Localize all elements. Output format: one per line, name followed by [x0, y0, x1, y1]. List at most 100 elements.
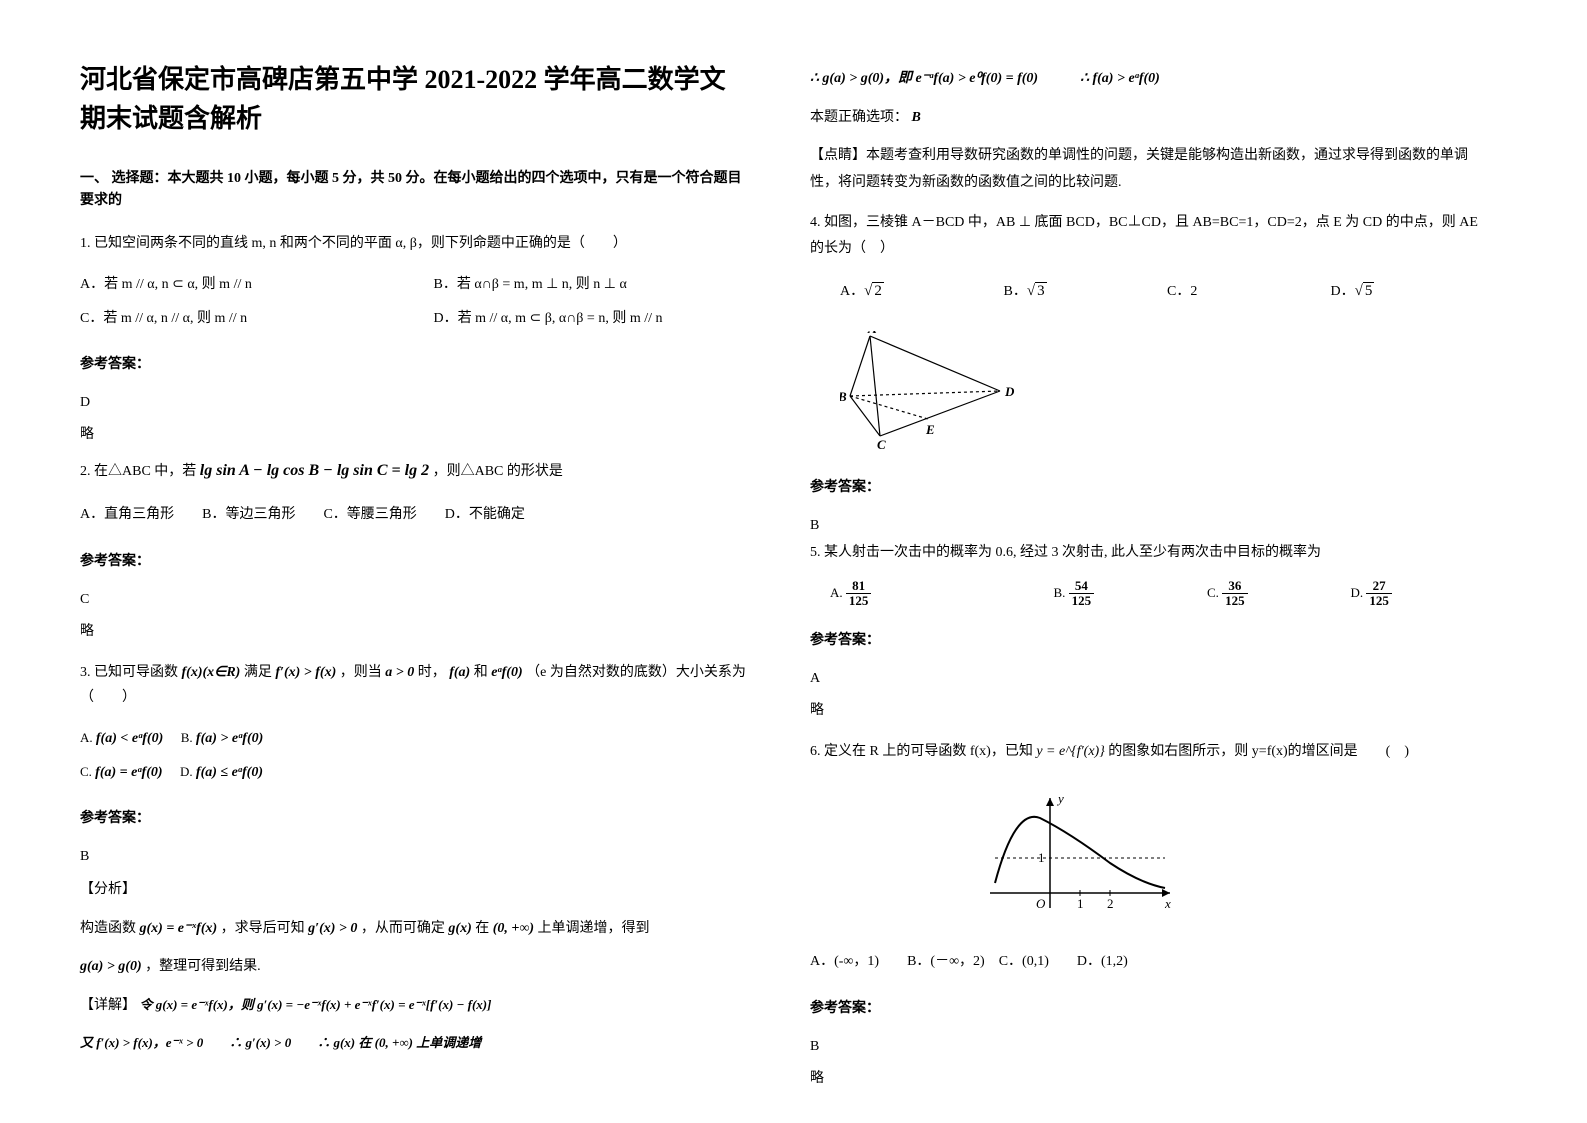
q6-explain: 略	[810, 1067, 1480, 1087]
q5-opt-c: C. 36125	[1207, 577, 1307, 611]
q3-e1-s: 上单调递增，得到	[538, 921, 650, 936]
q4-d-val: 5	[1363, 282, 1375, 299]
q1-ans: D	[80, 395, 750, 411]
q3-detail: 【详解】 令 g(x) = e⁻ˣf(x)，则 g′(x) = −e⁻ˣf(x)…	[80, 993, 750, 1020]
q2-suffix: ，则△ABC 的形状是	[433, 464, 563, 479]
q5-a-den: 125	[846, 594, 872, 608]
q1-opt-a: A．若 m // α, n ⊂ α, 则 m // n	[80, 268, 390, 302]
q3-right2: 本题正确选项： B	[810, 105, 1480, 132]
q4-stem: 4. 如图，三棱锥 A－BCD 中，AB ⊥ 底面 BCD，BC⊥CD，且 AB…	[810, 210, 1480, 260]
q6-math: y = e^{f′(x)}	[1036, 744, 1104, 759]
q5-explain: 略	[810, 699, 1480, 719]
q3-p4: 时，	[418, 665, 446, 680]
q1-ans-label: 参考答案：	[80, 353, 750, 373]
q3-p1: 3. 已知可导函数	[80, 665, 182, 680]
q3-e1-m2: ，从而可确定	[361, 921, 449, 936]
q5-d-den: 125	[1366, 594, 1392, 608]
q3-p3: ，则当	[340, 665, 386, 680]
q4-opt-d: D．√5	[1331, 273, 1375, 309]
q3-ans: B	[80, 849, 750, 865]
q3-m2: f′(x) > f(x)	[275, 665, 336, 680]
q2-math: lg sin A − lg cos B − lg sin C = lg 2	[200, 462, 429, 479]
q3-e1-p1: 构造函数	[80, 921, 140, 936]
q3-right1: ∴ g(a) > g(0)，即 e⁻ᵃf(a) > e⁰f(0) = f(0) …	[810, 66, 1480, 93]
svg-text:D: D	[1004, 384, 1015, 399]
q3-point-text: 本题考查利用导数研究函数的单调性的问题，关键是能够构造出新函数，通过求导得到函数…	[810, 148, 1468, 190]
q2-prefix: 2. 在△ABC 中，若	[80, 464, 200, 479]
q3-ans-label: 参考答案：	[80, 807, 750, 827]
q1-opt-c: C．若 m // α, n // α, 则 m // n	[80, 302, 390, 336]
q4-c-val: 2	[1190, 284, 1197, 299]
q3-opt-a: f(a) < eᵃf(0)	[96, 731, 163, 746]
q3-m5: eᵃf(0)	[491, 665, 522, 680]
q4-opt-a: A．√2	[840, 273, 960, 309]
q3-r2-a: B	[912, 110, 921, 125]
q4-options: A．√2 B．√3 C．2 D．√5	[810, 273, 1480, 309]
svg-text:y: y	[1056, 791, 1064, 806]
q6-figure: 1 2 1 Ox y	[980, 788, 1480, 933]
q3-detail1: 令 g(x) = e⁻ˣf(x)，则 g′(x) = −e⁻ˣf(x) + e⁻…	[140, 997, 492, 1012]
q6-stem: 6. 定义在 R 上的可导函数 f(x)，已知 y = e^{f′(x)} 的图…	[810, 739, 1480, 764]
left-column: 河北省保定市高碑店第五中学 2021-2022 学年高二数学文期末试题含解析 一…	[80, 60, 750, 1093]
q6-options: A．(-∞，1) B．(－∞，2) C．(0,1) D．(1,2)	[810, 945, 1480, 979]
q5-stem: 5. 某人射击一次击中的概率为 0.6, 经过 3 次射击, 此人至少有两次击中…	[810, 540, 1480, 565]
q1-text: 1. 已知空间两条不同的直线 m, n 和两个不同的平面 α, β，则下列命题中…	[80, 236, 627, 251]
q4-ans: B	[810, 518, 1480, 534]
q5-d-num: 27	[1366, 579, 1392, 594]
q3-e1-f1: g(x) = e⁻ˣf(x)	[140, 921, 218, 936]
q4-b-val: 3	[1035, 282, 1047, 299]
q4-opt-b: B．√3	[1004, 273, 1124, 309]
doc-title: 河北省保定市高碑店第五中学 2021-2022 学年高二数学文期末试题含解析	[80, 60, 750, 138]
right-column: ∴ g(a) > g(0)，即 e⁻ᵃf(a) > e⁰f(0) = f(0) …	[810, 60, 1480, 1093]
q5-ans-label: 参考答案：	[810, 629, 1480, 649]
q3-r1: ∴ g(a) > g(0)，即 e⁻ᵃf(a) > e⁰f(0) = f(0) …	[810, 71, 1160, 86]
svg-text:O: O	[1036, 896, 1046, 911]
q1-options: A．若 m // α, n ⊂ α, 则 m // n B．若 α∩β = m,…	[80, 268, 750, 335]
q5-ans: A	[810, 671, 1480, 687]
q3-m3: a > 0	[385, 665, 414, 680]
q4-opt-c: C．2	[1167, 275, 1287, 309]
q3-e2-s: ，整理可得到结果.	[145, 959, 261, 974]
q3-point: 【点睛】本题考查利用导数研究函数的单调性的问题，关键是能够构造出新函数，通过求导…	[810, 143, 1480, 196]
q1-opt-d: D．若 m // α, m ⊂ β, α∩β = n, 则 m // n	[434, 302, 663, 336]
q2-ans-label: 参考答案：	[80, 550, 750, 570]
q5-opt-b: B. 54125	[1054, 577, 1164, 611]
q3-analysis-label: 【分析】	[80, 877, 750, 904]
q5-a-num: 81	[846, 579, 872, 594]
svg-text:1: 1	[1038, 850, 1045, 865]
q3-p5: 和	[474, 665, 492, 680]
q3-explain1: 构造函数 g(x) = e⁻ˣf(x) ，求导后可知 g′(x) > 0 ，从而…	[80, 916, 750, 943]
q3-opt-d: f(a) ≤ eᵃf(0)	[196, 765, 263, 780]
q3-options: A. f(a) < eᵃf(0) B. f(a) > eᵃf(0) C. f(a…	[80, 722, 750, 789]
q1-explain: 略	[80, 423, 750, 443]
q3-e1-f3: g(x)	[448, 921, 471, 936]
q5-opt-a: A. 81125	[830, 577, 1010, 611]
q6-prefix: 6. 定义在 R 上的可导函数 f(x)，已知	[810, 744, 1036, 759]
q3-m1: f(x)(x∈R)	[182, 665, 241, 680]
svg-text:C: C	[877, 437, 886, 451]
q3-e1-m1: ，求导后可知	[221, 921, 309, 936]
q2-stem: 2. 在△ABC 中，若 lg sin A − lg cos B − lg si…	[80, 457, 750, 486]
q4-figure: A B C D E	[840, 331, 1480, 456]
q5-b-den: 125	[1069, 594, 1095, 608]
q5-opt-d: D. 27125	[1351, 577, 1392, 611]
svg-text:E: E	[925, 422, 935, 437]
q5-options: A. 81125 B. 54125 C. 36125 D. 27125	[810, 577, 1480, 611]
q3-p2: 满足	[244, 665, 276, 680]
q3-explain2: g(a) > g(0) ，整理可得到结果.	[80, 954, 750, 981]
q3-e1-f4: (0, +∞)	[493, 921, 534, 936]
q6-suffix: 的图象如右图所示，则 y=f(x)的增区间是 ( )	[1108, 744, 1409, 759]
q2-ans: C	[80, 592, 750, 608]
q1-stem: 1. 已知空间两条不同的直线 m, n 和两个不同的平面 α, β，则下列命题中…	[80, 231, 750, 256]
q5-b-num: 54	[1069, 579, 1095, 594]
svg-text:2: 2	[1107, 896, 1114, 911]
q2-explain: 略	[80, 620, 750, 640]
svg-text:x: x	[1164, 896, 1171, 911]
svg-text:A: A	[867, 331, 877, 336]
q4-a-val: 2	[872, 282, 884, 299]
svg-text:1: 1	[1077, 896, 1084, 911]
svg-text:B: B	[840, 389, 847, 404]
q3-e1-m3: 在	[475, 921, 493, 936]
q5-c-num: 36	[1222, 579, 1248, 594]
q3-detail2: 又 f′(x) > f(x)，e⁻ˣ > 0 ∴ g′(x) > 0 ∴ g(x…	[80, 1031, 750, 1058]
